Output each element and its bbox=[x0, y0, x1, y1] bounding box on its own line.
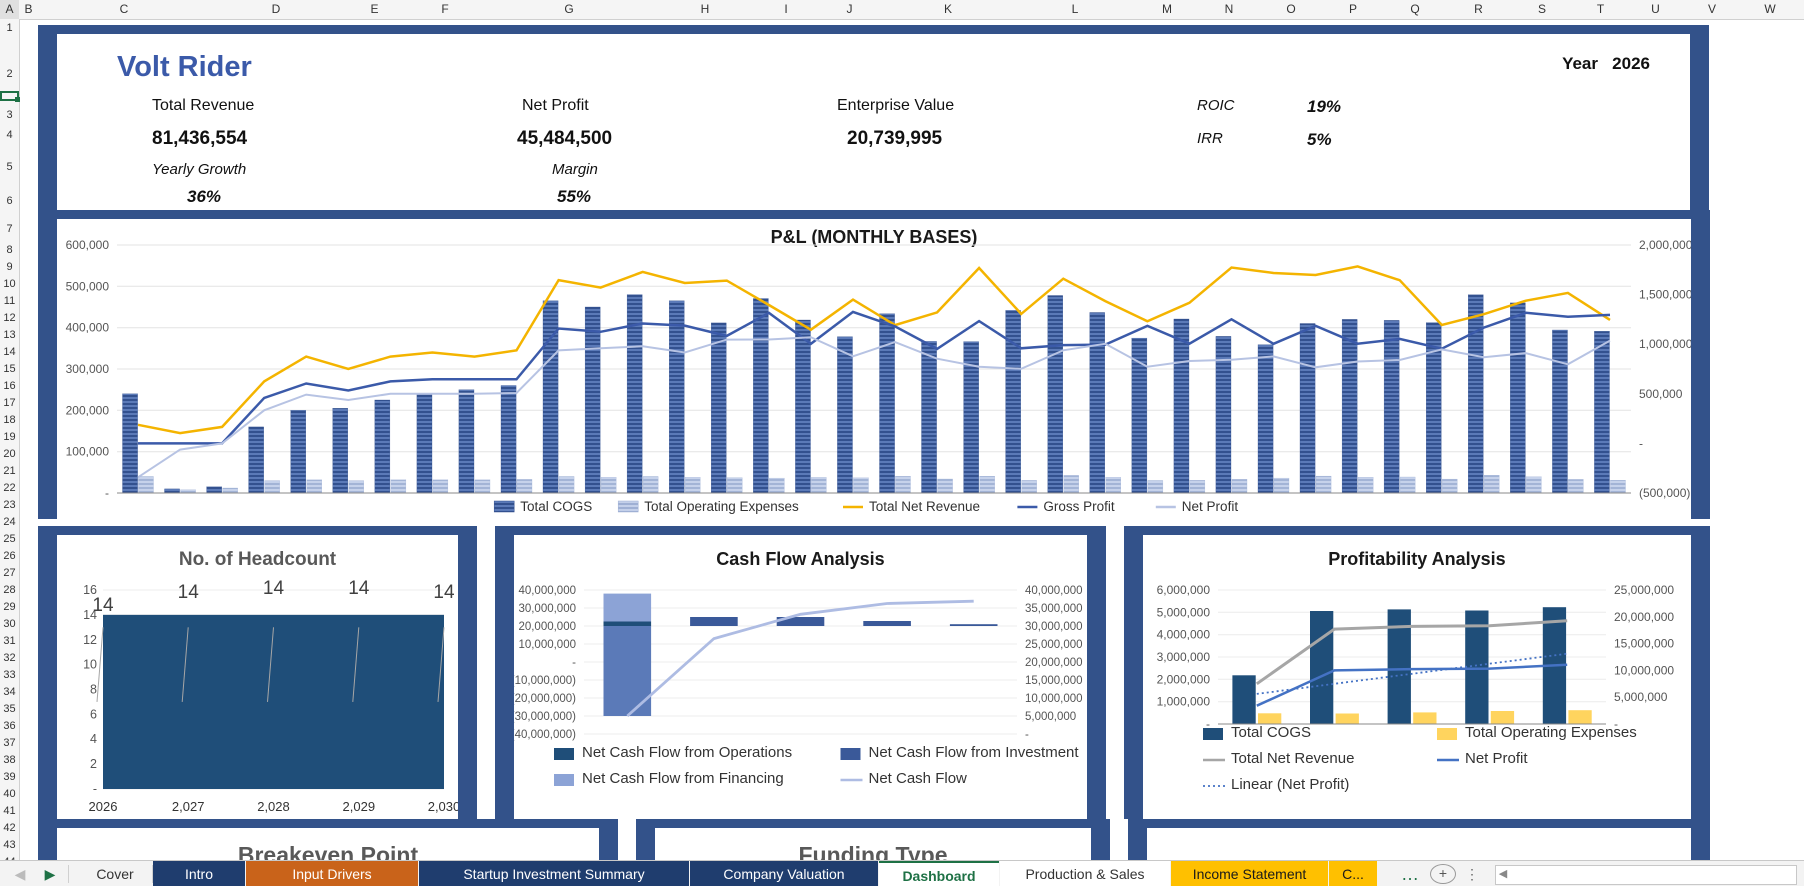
svg-text:(20,000,000): (20,000,000) bbox=[514, 693, 576, 705]
svg-text:5,000,000: 5,000,000 bbox=[1025, 711, 1076, 723]
svg-text:Total COGS: Total COGS bbox=[520, 499, 592, 514]
svg-text:1,500,000: 1,500,000 bbox=[1639, 288, 1691, 302]
svg-text:-: - bbox=[1639, 436, 1643, 450]
svg-text:(10,000,000): (10,000,000) bbox=[514, 675, 576, 687]
svg-text:Net Profit: Net Profit bbox=[1465, 750, 1528, 767]
svg-text:20,000,000: 20,000,000 bbox=[1614, 610, 1674, 624]
svg-text:14: 14 bbox=[263, 578, 285, 599]
svg-text:20,000,000: 20,000,000 bbox=[518, 621, 576, 633]
svg-text:20,000,000: 20,000,000 bbox=[1025, 657, 1083, 669]
svg-text:12: 12 bbox=[83, 633, 97, 647]
svg-text:Gross Profit: Gross Profit bbox=[1043, 499, 1115, 514]
svg-text:3,000,000: 3,000,000 bbox=[1157, 650, 1211, 664]
svg-text:(40,000,000): (40,000,000) bbox=[514, 729, 576, 741]
svg-text:25,000,000: 25,000,000 bbox=[1025, 639, 1083, 651]
svg-text:300,000: 300,000 bbox=[66, 362, 110, 376]
svg-text:(500,000): (500,000) bbox=[1639, 486, 1690, 500]
svg-text:200,000: 200,000 bbox=[66, 403, 110, 417]
svg-text:30,000,000: 30,000,000 bbox=[518, 603, 576, 615]
svg-text:4: 4 bbox=[90, 732, 97, 746]
svg-text:6: 6 bbox=[90, 707, 97, 721]
svg-text:Net Cash Flow from Investment: Net Cash Flow from Investment bbox=[869, 744, 1080, 761]
svg-text:2,028: 2,028 bbox=[257, 799, 290, 814]
svg-text:-: - bbox=[572, 657, 576, 669]
svg-text:10,000,000: 10,000,000 bbox=[518, 639, 576, 651]
svg-text:40,000,000: 40,000,000 bbox=[518, 585, 576, 597]
svg-text:Net Cash Flow: Net Cash Flow bbox=[869, 770, 968, 787]
svg-text:Linear (Net Profit): Linear (Net Profit) bbox=[1231, 776, 1349, 793]
svg-text:14: 14 bbox=[433, 582, 455, 603]
svg-text:600,000: 600,000 bbox=[66, 238, 110, 252]
svg-text:40,000,000: 40,000,000 bbox=[1025, 585, 1083, 597]
svg-text:500,000: 500,000 bbox=[1639, 387, 1683, 401]
svg-text:Net Cash Flow from Financing: Net Cash Flow from Financing bbox=[582, 770, 784, 787]
svg-text:2026: 2026 bbox=[89, 799, 118, 814]
svg-text:10,000,000: 10,000,000 bbox=[1025, 693, 1083, 705]
svg-text:2,000,000: 2,000,000 bbox=[1157, 672, 1211, 686]
svg-text:500,000: 500,000 bbox=[66, 279, 110, 293]
svg-text:10,000,000: 10,000,000 bbox=[1614, 663, 1674, 677]
svg-text:2,030: 2,030 bbox=[428, 799, 458, 814]
svg-text:Total COGS: Total COGS bbox=[1231, 724, 1311, 741]
svg-text:2,029: 2,029 bbox=[343, 799, 376, 814]
svg-text:8: 8 bbox=[90, 683, 97, 697]
svg-text:10: 10 bbox=[83, 658, 97, 672]
svg-text:-: - bbox=[1025, 729, 1029, 741]
svg-text:100,000: 100,000 bbox=[66, 445, 110, 459]
svg-text:25,000,000: 25,000,000 bbox=[1614, 583, 1674, 597]
svg-text:35,000,000: 35,000,000 bbox=[1025, 603, 1083, 615]
svg-text:Total Operating Expenses: Total Operating Expenses bbox=[644, 499, 799, 514]
svg-text:6,000,000: 6,000,000 bbox=[1157, 583, 1211, 597]
svg-text:Net Profit: Net Profit bbox=[1182, 499, 1239, 514]
svg-text:2,027: 2,027 bbox=[172, 799, 205, 814]
svg-text:1,000,000: 1,000,000 bbox=[1157, 695, 1211, 709]
svg-text:5,000,000: 5,000,000 bbox=[1157, 605, 1211, 619]
svg-text:400,000: 400,000 bbox=[66, 321, 110, 335]
svg-text:14: 14 bbox=[92, 595, 114, 616]
svg-text:(30,000,000): (30,000,000) bbox=[514, 711, 576, 723]
svg-text:Total Operating Expenses: Total Operating Expenses bbox=[1465, 724, 1637, 741]
svg-text:4,000,000: 4,000,000 bbox=[1157, 628, 1211, 642]
svg-text:Net Cash Flow from Operations: Net Cash Flow from Operations bbox=[582, 744, 792, 761]
svg-text:5,000,000: 5,000,000 bbox=[1614, 690, 1668, 704]
svg-text:14: 14 bbox=[348, 578, 370, 599]
svg-text:15,000,000: 15,000,000 bbox=[1614, 637, 1674, 651]
svg-text:30,000,000: 30,000,000 bbox=[1025, 621, 1083, 633]
svg-text:2,000,000: 2,000,000 bbox=[1639, 238, 1691, 252]
svg-text:Total Net Revenue: Total Net Revenue bbox=[869, 499, 980, 514]
svg-text:14: 14 bbox=[178, 582, 200, 603]
svg-text:Total Net Revenue: Total Net Revenue bbox=[1231, 750, 1354, 767]
svg-text:-: - bbox=[93, 782, 97, 796]
svg-text:-: - bbox=[105, 486, 109, 500]
svg-text:1,000,000: 1,000,000 bbox=[1639, 337, 1691, 351]
svg-text:15,000,000: 15,000,000 bbox=[1025, 675, 1083, 687]
svg-text:2: 2 bbox=[90, 757, 97, 771]
